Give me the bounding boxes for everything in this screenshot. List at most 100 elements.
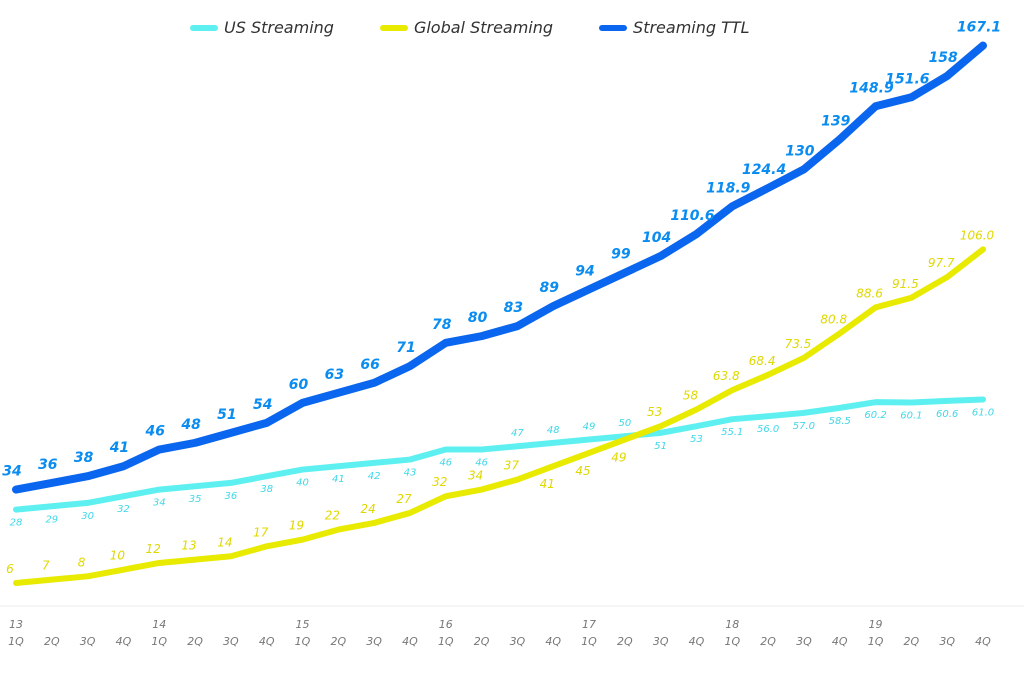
data-label-streaming-ttl: 158 bbox=[929, 50, 958, 66]
data-label-us-streaming: 61.0 bbox=[972, 408, 994, 419]
legend-swatch bbox=[599, 24, 628, 31]
x-tick-label: 3Q bbox=[796, 635, 812, 648]
x-tick-label: 3Q bbox=[223, 635, 239, 648]
data-label-global-streaming: 91.5 bbox=[892, 277, 919, 291]
data-label-global-streaming: 106.0 bbox=[960, 228, 995, 242]
x-tick-label: 1Q bbox=[151, 635, 167, 648]
x-tick-label: 4Q bbox=[545, 635, 561, 648]
data-label-global-streaming: 63.8 bbox=[713, 369, 740, 383]
x-tick-label: 4Q bbox=[975, 635, 991, 648]
data-label-us-streaming: 29 bbox=[45, 514, 58, 525]
data-label-us-streaming: 30 bbox=[81, 511, 94, 522]
x-tick-label: 2Q bbox=[44, 635, 60, 648]
data-label-global-streaming: 41 bbox=[540, 477, 555, 491]
data-label-global-streaming: 68.4 bbox=[749, 354, 776, 368]
data-label-global-streaming: 88.6 bbox=[856, 286, 883, 300]
data-label-us-streaming: 32 bbox=[117, 504, 130, 515]
data-label-global-streaming: 27 bbox=[396, 492, 412, 506]
data-label-streaming-ttl: 110.6 bbox=[670, 208, 715, 224]
data-label-us-streaming: 51 bbox=[654, 441, 667, 452]
data-label-us-streaming: 47 bbox=[511, 428, 524, 439]
data-label-streaming-ttl: 66 bbox=[360, 357, 380, 373]
x-tick-label: 1Q bbox=[295, 635, 311, 648]
data-label-streaming-ttl: 83 bbox=[504, 300, 523, 316]
data-label-us-streaming: 50 bbox=[618, 418, 631, 429]
data-label-streaming-ttl: 48 bbox=[180, 417, 201, 433]
data-label-us-streaming: 48 bbox=[547, 425, 560, 436]
data-label-streaming-ttl: 99 bbox=[611, 247, 631, 263]
series-line-us-streaming bbox=[13, 396, 986, 513]
legend-label: Global Streaming bbox=[413, 18, 554, 37]
data-label-us-streaming: 42 bbox=[368, 471, 381, 482]
x-year-label: 17 bbox=[582, 618, 596, 631]
data-label-us-streaming: 36 bbox=[225, 491, 238, 502]
x-year-label: 16 bbox=[439, 618, 453, 631]
data-label-global-streaming: 97.7 bbox=[928, 256, 955, 270]
data-label-us-streaming: 57.0 bbox=[793, 421, 815, 432]
data-label-streaming-ttl: 41 bbox=[109, 440, 129, 456]
x-tick-label: 4Q bbox=[259, 635, 275, 648]
x-year-label: 14 bbox=[152, 618, 166, 631]
data-label-us-streaming: 58.5 bbox=[829, 416, 851, 427]
data-label-us-streaming: 53 bbox=[690, 434, 703, 445]
legend-label: US Streaming bbox=[224, 18, 334, 37]
data-label-global-streaming: 10 bbox=[110, 549, 126, 563]
x-tick-label: 1Q bbox=[724, 635, 740, 648]
data-label-streaming-ttl: 60 bbox=[289, 377, 309, 393]
x-year-label: 19 bbox=[869, 618, 883, 631]
x-tick-label: 2Q bbox=[904, 635, 920, 648]
data-label-streaming-ttl: 124.4 bbox=[742, 162, 786, 178]
data-label-global-streaming: 53 bbox=[647, 405, 662, 419]
data-label-us-streaming: 60.6 bbox=[936, 409, 958, 420]
data-label-streaming-ttl: 78 bbox=[432, 317, 452, 333]
legend: US Streaming Global Streaming Streaming … bbox=[190, 18, 750, 37]
data-label-us-streaming: 41 bbox=[332, 474, 345, 485]
x-tick-label: 1Q bbox=[581, 635, 597, 648]
data-label-global-streaming: 58 bbox=[683, 389, 699, 403]
data-label-global-streaming: 19 bbox=[289, 519, 304, 533]
x-tick-label: 3Q bbox=[939, 635, 955, 648]
data-label-global-streaming: 45 bbox=[575, 464, 590, 478]
x-tick-label: 4Q bbox=[832, 635, 848, 648]
x-tick-label: 4Q bbox=[116, 635, 132, 648]
x-tick-label: 3Q bbox=[80, 635, 96, 648]
data-label-streaming-ttl: 148.9 bbox=[849, 80, 894, 96]
data-label-streaming-ttl: 130 bbox=[785, 143, 814, 159]
data-label-global-streaming: 49 bbox=[611, 451, 626, 465]
x-tick-label: 3Q bbox=[366, 635, 382, 648]
data-label-global-streaming: 22 bbox=[325, 509, 340, 523]
data-label-global-streaming: 6 bbox=[6, 562, 14, 576]
data-label-global-streaming: 34 bbox=[468, 469, 483, 483]
data-label-us-streaming: 56.0 bbox=[757, 424, 779, 435]
x-tick-label: 3Q bbox=[653, 635, 669, 648]
data-label-us-streaming: 60.2 bbox=[864, 410, 886, 421]
data-label-global-streaming: 73.5 bbox=[785, 337, 812, 351]
data-label-global-streaming: 37 bbox=[504, 459, 520, 473]
legend-item-us-streaming: US Streaming bbox=[190, 18, 334, 37]
x-year-label: 18 bbox=[725, 618, 739, 631]
data-label-streaming-ttl: 36 bbox=[38, 457, 58, 473]
legend-swatch bbox=[190, 24, 218, 31]
data-label-us-streaming: 46 bbox=[439, 458, 452, 469]
data-label-global-streaming: 12 bbox=[146, 542, 161, 556]
x-year-label: 13 bbox=[9, 618, 23, 631]
x-tick-label: 2Q bbox=[330, 635, 346, 648]
data-label-us-streaming: 40 bbox=[296, 478, 309, 489]
data-label-us-streaming: 49 bbox=[583, 422, 596, 433]
x-year-label: 15 bbox=[296, 618, 310, 631]
data-label-streaming-ttl: 151.6 bbox=[885, 71, 930, 87]
data-label-streaming-ttl: 94 bbox=[575, 263, 594, 279]
x-tick-label: 1Q bbox=[8, 635, 24, 648]
data-label-streaming-ttl: 89 bbox=[539, 280, 559, 296]
data-label-us-streaming: 43 bbox=[404, 468, 417, 479]
data-label-streaming-ttl: 167.1 bbox=[957, 20, 1001, 36]
data-label-streaming-ttl: 46 bbox=[145, 424, 166, 440]
legend-item-streaming-ttl: Streaming TTL bbox=[599, 18, 750, 37]
data-label-streaming-ttl: 34 bbox=[2, 464, 21, 480]
data-label-streaming-ttl: 54 bbox=[253, 397, 272, 413]
x-tick-label: 2Q bbox=[187, 635, 203, 648]
data-label-global-streaming: 24 bbox=[361, 502, 376, 516]
data-label-streaming-ttl: 139 bbox=[821, 113, 850, 129]
x-tick-label: 4Q bbox=[689, 635, 705, 648]
